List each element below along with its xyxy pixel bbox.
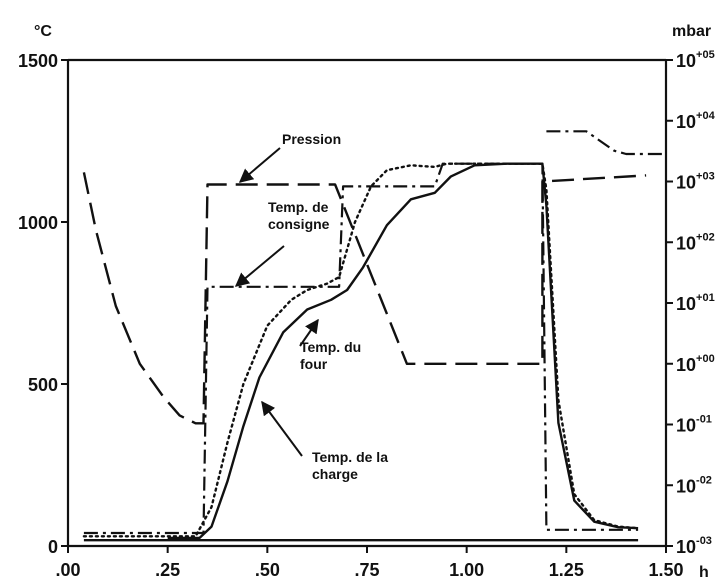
x-tick-label: .75 (354, 560, 379, 580)
annotation-label: Temp. de (268, 199, 329, 215)
y2-tick-exponent: +02 (696, 231, 715, 243)
x-axis-unit: h (699, 564, 709, 581)
annotation-label: consigne (268, 216, 330, 232)
series-line-charge (167, 162, 639, 540)
series-line-four (82, 162, 640, 538)
x-tick-label: .25 (155, 560, 180, 580)
y2-tick-base: 10 (676, 537, 696, 557)
x-tick-label: .50 (255, 560, 280, 580)
y2-tick-exponent: -01 (696, 414, 712, 426)
y-tick-label: 500 (28, 375, 58, 395)
y2-tick-exponent: +00 (696, 353, 715, 365)
series-line-pression (82, 172, 647, 425)
y2-tick-label: 10+03 (676, 171, 715, 193)
annotation-label: Temp. du (300, 339, 361, 355)
series-line-consigne (546, 130, 666, 156)
y-tick-label: 0 (48, 537, 58, 557)
x-tick-label: .00 (55, 560, 80, 580)
y2-tick-label: 10-02 (676, 474, 712, 496)
y2-tick-base: 10 (676, 51, 696, 71)
annotation-label: four (300, 356, 328, 372)
x-tick-label: 1.00 (449, 560, 484, 580)
annotation-arrow (299, 318, 319, 347)
y2-tick-label: 10+00 (676, 353, 715, 375)
y2-tick-label: 10-01 (676, 414, 712, 436)
y2-tick-exponent: +05 (696, 49, 715, 61)
y2-tick-exponent: +04 (696, 110, 716, 122)
y2-tick-label: 10-03 (676, 535, 712, 557)
y-tick-label: 1000 (18, 213, 58, 233)
y2-tick-base: 10 (676, 355, 696, 375)
x-tick-label: 1.25 (549, 560, 584, 580)
y2-tick-exponent: +01 (696, 292, 715, 304)
annotation-label: Temp. de la (312, 449, 388, 465)
y2-tick-exponent: -03 (696, 535, 712, 547)
y2-tick-base: 10 (676, 112, 696, 132)
y2-axis-unit: mbar (672, 23, 711, 40)
annotation-label: charge (312, 466, 358, 482)
y2-tick-exponent: +03 (696, 171, 715, 183)
y2-tick-label: 10+02 (676, 231, 715, 253)
annotation-arrow (238, 147, 281, 183)
y2-tick-label: 10+01 (676, 292, 715, 314)
y2-tick-base: 10 (676, 476, 696, 496)
y2-tick-exponent: -02 (696, 474, 712, 486)
annotation-arrow (261, 400, 303, 457)
y2-tick-label: 10+05 (676, 49, 715, 71)
y-tick-label: 1500 (18, 51, 58, 71)
annotation-label: Pression (282, 131, 341, 147)
y2-tick-base: 10 (676, 416, 696, 436)
y2-tick-base: 10 (676, 294, 696, 314)
annotation-arrow (234, 245, 285, 287)
y-axis-unit: °C (34, 23, 52, 40)
y2-tick-label: 10+04 (676, 110, 716, 132)
y2-tick-base: 10 (676, 173, 696, 193)
x-tick-label: 1.50 (648, 560, 683, 580)
y2-tick-base: 10 (676, 233, 696, 253)
